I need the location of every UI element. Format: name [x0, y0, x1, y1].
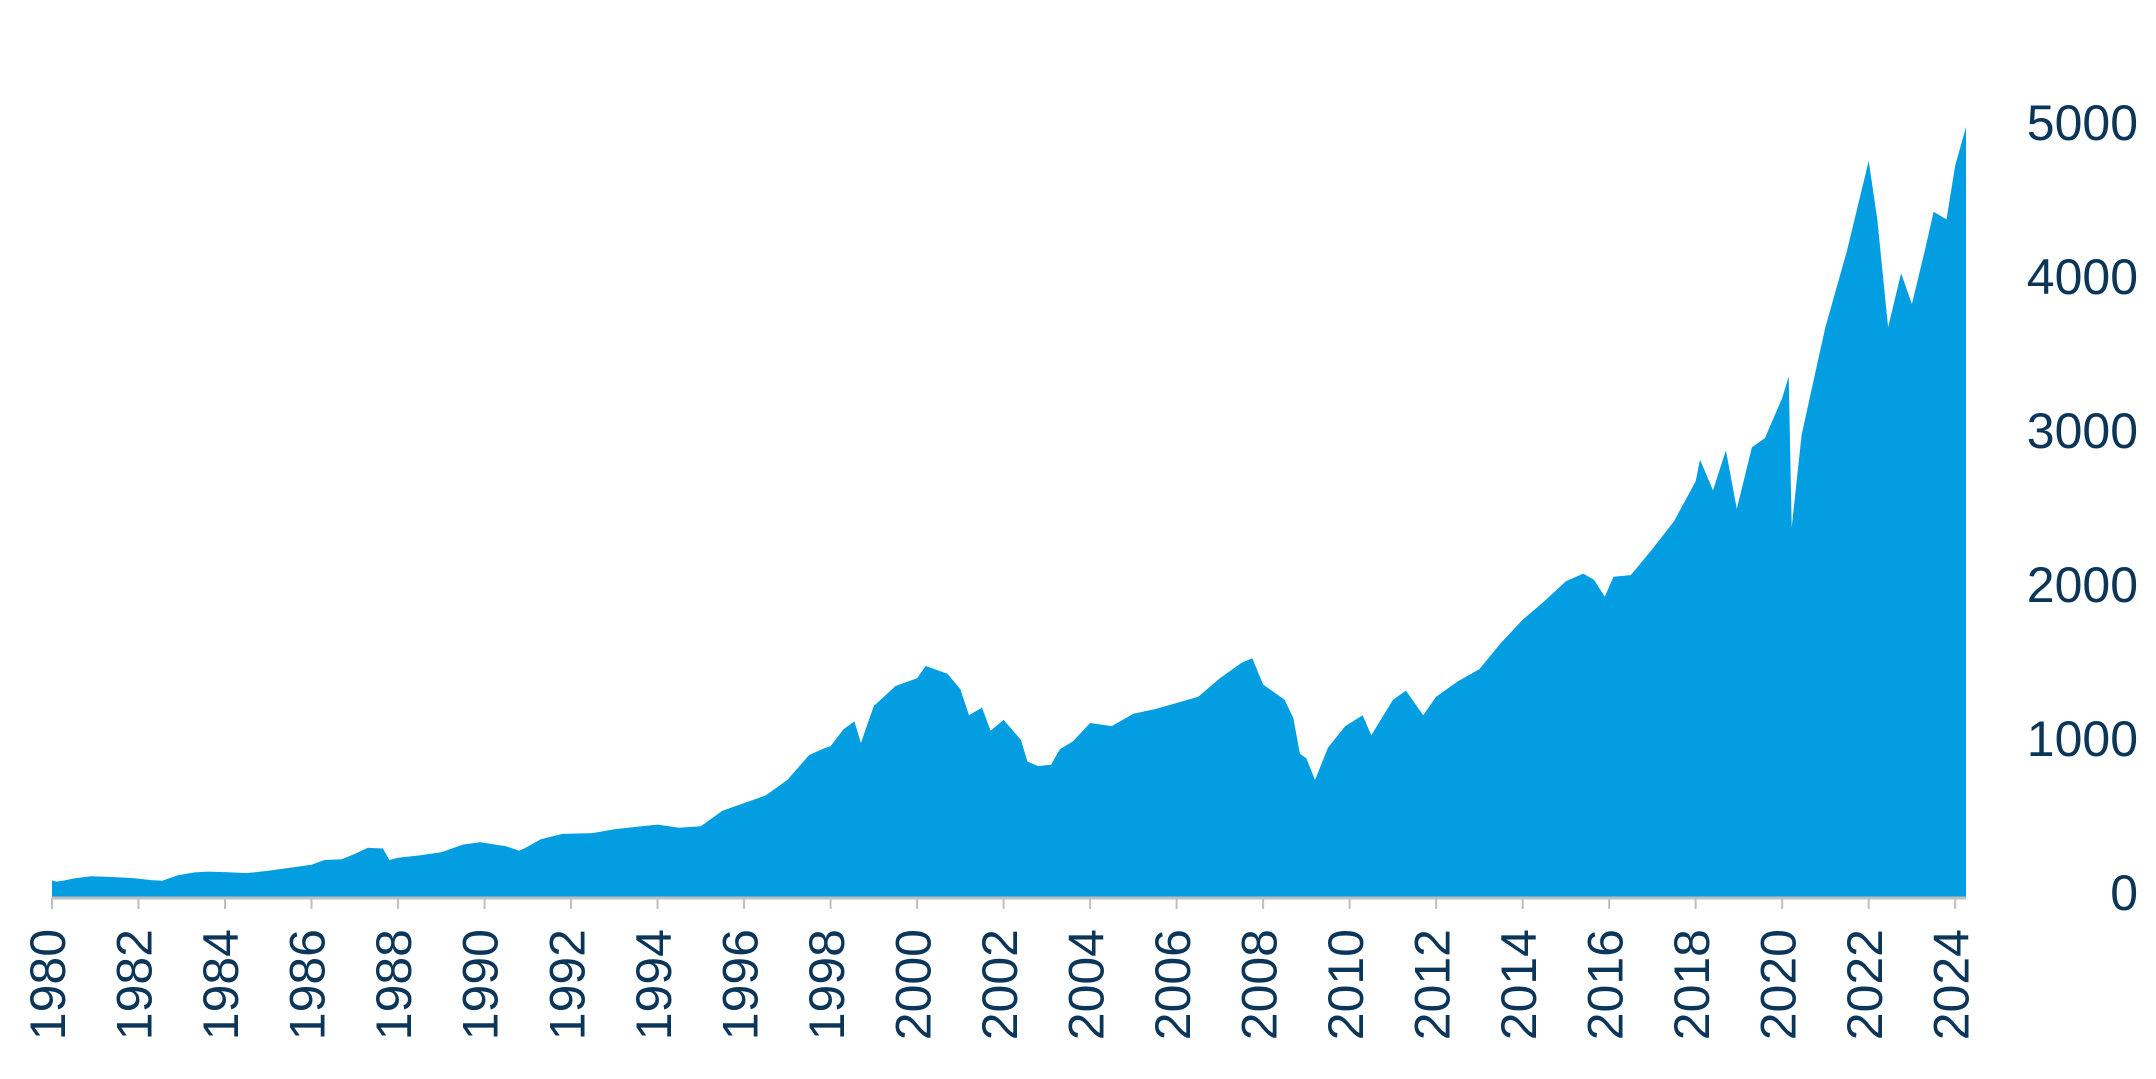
x-tick-label: 1996 [712, 929, 768, 1040]
y-tick-label: 1000 [2027, 711, 2138, 767]
y-axis-labels: 0 1000 2000 3000 4000 5000 [2027, 95, 2138, 921]
index-area [52, 127, 1966, 897]
y-tick-label: 3000 [2027, 403, 2138, 459]
x-tick-label: 2008 [1231, 929, 1287, 1040]
x-axis-ticks [51, 898, 1957, 909]
x-tick-label: 1988 [366, 929, 422, 1040]
x-tick-label: 1982 [107, 929, 163, 1040]
x-tick-label: 2012 [1404, 929, 1460, 1040]
x-tick-label: 1992 [539, 929, 595, 1040]
x-tick-label: 2004 [1058, 929, 1114, 1040]
y-tick-label: 4000 [2027, 249, 2138, 305]
x-tick-label: 2020 [1750, 929, 1806, 1040]
x-tick-label: 2014 [1491, 929, 1547, 1040]
x-tick-label: 1980 [20, 929, 76, 1040]
x-tick-label: 2016 [1577, 929, 1633, 1040]
x-tick-label: 1990 [453, 929, 509, 1040]
x-tick-label: 1984 [193, 929, 249, 1040]
x-tick-label: 2006 [1145, 929, 1201, 1040]
y-tick-label: 5000 [2027, 95, 2138, 151]
x-tick-label: 2022 [1837, 929, 1893, 1040]
x-tick-label: 2002 [972, 929, 1028, 1040]
y-tick-label: 2000 [2027, 557, 2138, 613]
x-tick-label: 2018 [1664, 929, 1720, 1040]
x-tick-label: 2024 [1923, 929, 1979, 1040]
x-tick-label: 2000 [885, 929, 941, 1040]
x-tick-label: 1986 [280, 929, 336, 1040]
x-axis-labels: 1980 1982 1984 1986 1988 1990 1992 1994 1996 1998… [20, 929, 1979, 1040]
x-tick-label: 1998 [799, 929, 855, 1040]
x-tick-label: 2010 [1318, 929, 1374, 1040]
y-tick-label: 0 [2110, 865, 2138, 921]
x-tick-label: 1994 [626, 929, 682, 1040]
